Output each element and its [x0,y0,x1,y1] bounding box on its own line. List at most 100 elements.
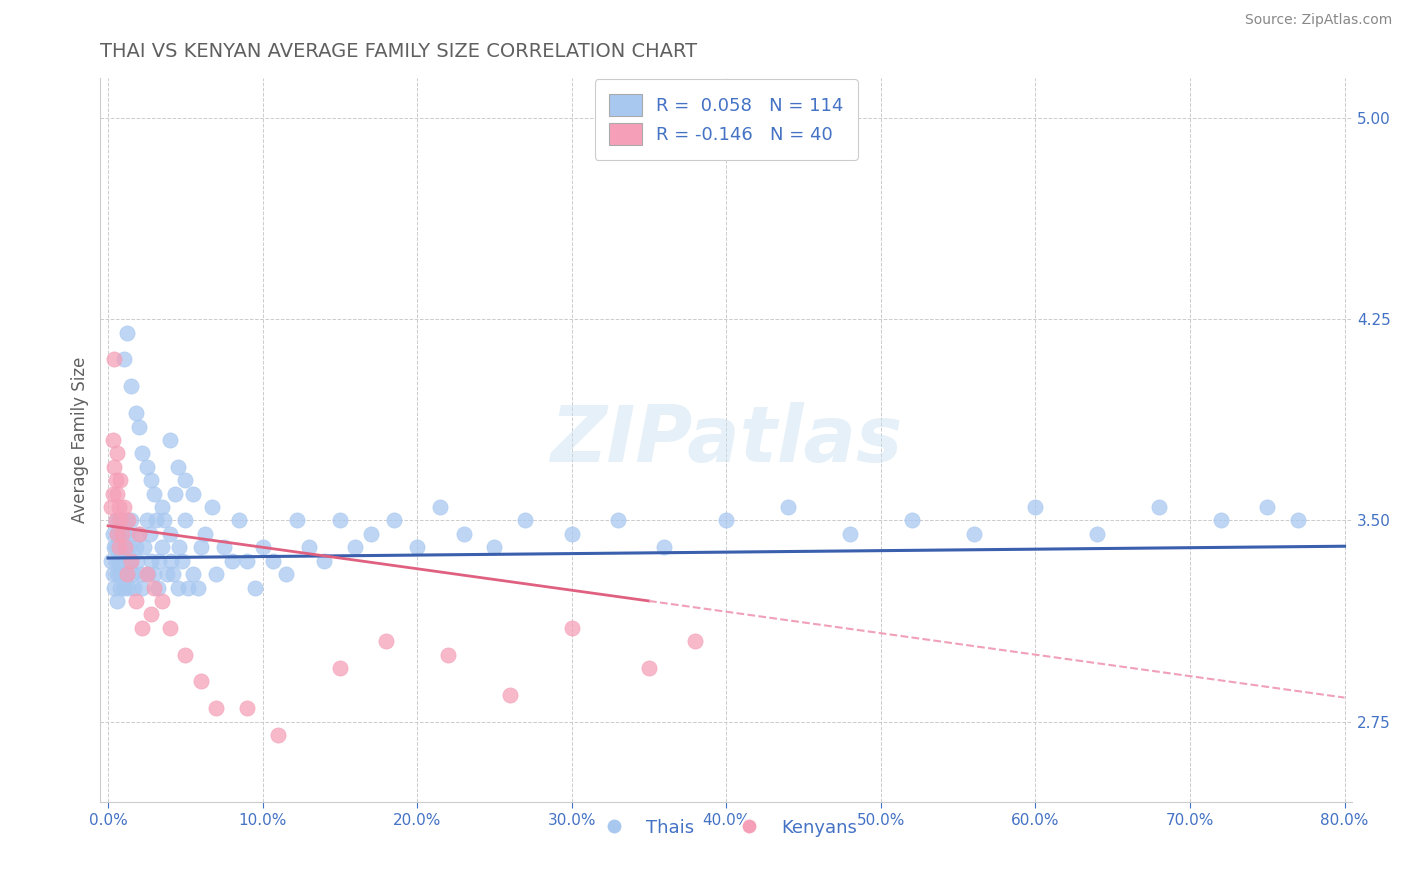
Point [128,527,150,541]
Point [104,554,127,568]
Point [166,581,188,595]
Point [125,541,148,555]
Point [100,500,122,514]
Point [1286,513,1309,527]
Point [105,486,128,500]
Point [100,554,122,568]
Point [129,567,152,582]
Point [110,527,132,541]
Point [110,581,132,595]
Point [131,446,153,460]
Point [108,541,131,555]
Point [1147,500,1170,514]
Point [108,500,131,514]
Point [382,513,405,527]
Point [1209,513,1232,527]
Point [112,567,135,582]
Point [105,594,128,608]
Point [125,594,148,608]
Point [243,581,266,595]
Point [127,554,149,568]
Point [120,554,142,568]
Point [162,567,184,582]
Point [112,500,135,514]
Point [143,581,166,595]
Point [174,473,197,487]
Point [124,581,146,595]
Point [110,513,132,527]
Point [110,567,132,582]
Point [101,567,124,582]
Point [778,500,800,514]
Point [160,554,183,568]
Point [143,486,166,500]
Point [429,500,451,514]
Point [561,527,583,541]
Point [561,621,583,635]
Point [103,581,125,595]
Point [111,527,134,541]
Point [1024,500,1046,514]
Point [181,486,204,500]
Point [101,486,124,500]
Point [108,541,131,555]
Point [141,607,163,622]
Point [117,527,139,541]
Point [201,500,224,514]
Point [152,513,174,527]
Point [115,513,138,527]
Point [285,513,308,527]
Point [136,567,159,582]
Point [205,567,228,582]
Point [150,500,173,514]
Point [104,473,127,487]
Point [685,634,707,648]
Point [117,581,139,595]
Point [145,513,167,527]
Point [103,459,125,474]
Point [607,513,630,527]
Point [962,527,984,541]
Point [141,554,163,568]
Point [103,352,125,367]
Point [135,459,157,474]
Point [114,554,136,568]
Point [484,541,506,555]
Point [108,554,131,568]
Point [115,326,138,340]
Legend: Thais, Kenyans: Thais, Kenyans [589,812,865,844]
Point [262,554,284,568]
Point [654,541,676,555]
Text: THAI VS KENYAN AVERAGE FAMILY SIZE CORRELATION CHART: THAI VS KENYAN AVERAGE FAMILY SIZE CORRE… [100,42,697,61]
Point [314,554,336,568]
Point [115,567,138,582]
Text: Source: ZipAtlas.com: Source: ZipAtlas.com [1244,13,1392,28]
Point [103,541,125,555]
Point [174,513,197,527]
Point [190,541,212,555]
Point [274,567,297,582]
Point [187,581,209,595]
Point [114,541,136,555]
Point [453,527,475,541]
Point [148,554,170,568]
Point [190,674,212,689]
Point [375,634,398,648]
Y-axis label: Average Family Size: Average Family Size [72,357,89,523]
Point [236,554,259,568]
Point [194,527,217,541]
Point [177,581,200,595]
Point [125,406,148,420]
Point [252,541,274,555]
Point [172,554,194,568]
Point [139,527,162,541]
Point [1256,500,1278,514]
Point [108,513,131,527]
Point [499,688,522,702]
Point [118,541,141,555]
Point [121,567,143,582]
Point [150,594,173,608]
Point [174,648,197,662]
Point [135,513,157,527]
Point [117,513,139,527]
